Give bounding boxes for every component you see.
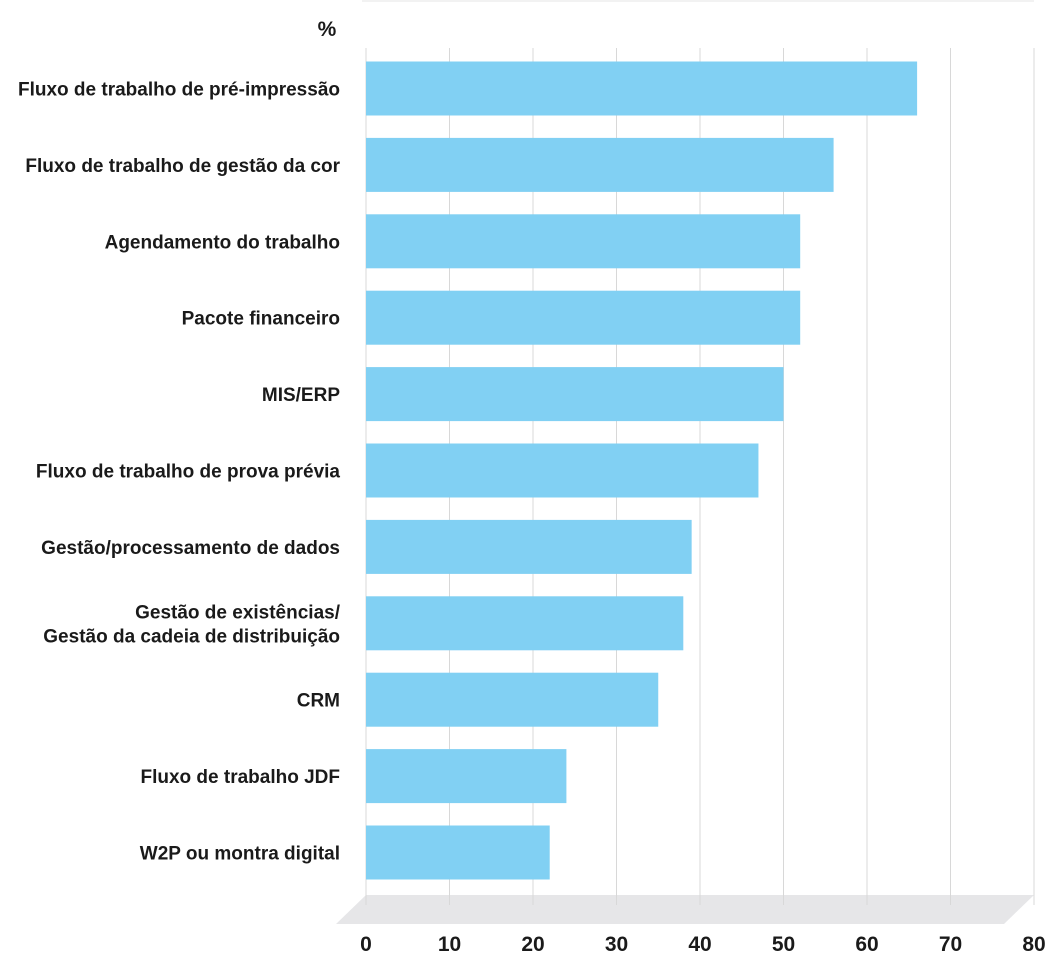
category-label: MIS/ERP <box>262 385 340 406</box>
x-tick-labels: 0 10 20 30 40 50 60 70 80 <box>360 933 1046 956</box>
bar <box>366 672 659 727</box>
x-tick-label: 80 <box>1022 933 1045 956</box>
category-label: Agendamento do trabalho <box>105 232 340 253</box>
x-tick-label: 0 <box>360 933 372 956</box>
bars <box>366 61 918 880</box>
bar <box>366 519 692 574</box>
bar <box>366 137 834 192</box>
bar <box>366 61 918 116</box>
category-label: Fluxo de trabalho JDF <box>140 767 340 788</box>
bar <box>366 749 567 804</box>
bar <box>366 290 801 345</box>
category-label: W2P ou montra digital <box>140 844 340 865</box>
x-tick-label: 50 <box>772 933 795 956</box>
bar <box>366 367 784 422</box>
bar <box>366 596 684 651</box>
bar <box>366 825 550 880</box>
bar <box>366 214 801 269</box>
category-labels: Fluxo de trabalho de pré-impressão Fluxo … <box>18 80 341 865</box>
x-tick-label: 10 <box>438 933 461 956</box>
x-tick-label: 30 <box>605 933 628 956</box>
category-label: Fluxo de trabalho de prova prévia <box>36 462 341 483</box>
x-tick-label: 60 <box>855 933 878 956</box>
category-label: Fluxo de trabalho de pré-impressão <box>18 80 340 101</box>
chart-floor-plane <box>336 895 1034 924</box>
chart-floor <box>336 895 1034 924</box>
category-label: Pacote financeiro <box>182 309 340 330</box>
category-label: CRM <box>297 691 340 712</box>
bar <box>366 443 759 498</box>
x-tick-label: 70 <box>939 933 962 956</box>
category-label: Fluxo de trabalho de gestão da cor <box>25 156 340 177</box>
unit-label: % <box>318 18 337 41</box>
x-tick-label: 20 <box>521 933 544 956</box>
category-label: Gestão/processamento de dados <box>41 538 340 559</box>
category-label: Gestão de existências/Gestão da cadeia d… <box>43 602 340 647</box>
x-tick-label: 40 <box>688 933 711 956</box>
